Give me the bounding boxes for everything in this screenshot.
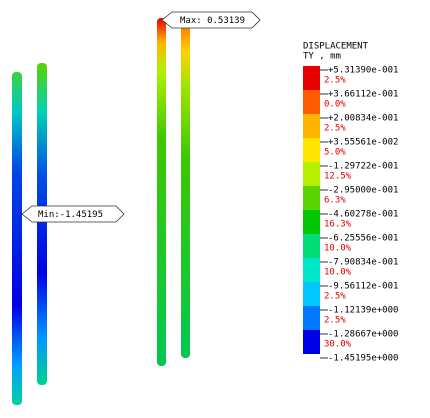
legend-swatch <box>303 210 320 234</box>
legend-level: -1.45195e+000 <box>328 354 398 364</box>
legend-level: -9.56112e-001 <box>328 282 398 292</box>
legend-level: -4.60278e-001 <box>328 210 398 220</box>
legend-percent: 16.3% <box>324 220 352 230</box>
legend-swatch <box>303 306 320 330</box>
result-view: Max: 0.53139 Min:-1.45195 DISPLACEMENT T… <box>0 0 430 418</box>
legend-level: -1.29722e-001 <box>328 162 398 172</box>
legend-swatch <box>303 66 320 90</box>
legend-percent: 2.5% <box>324 76 346 86</box>
legend-level: -2.95000e-001 <box>328 186 398 196</box>
rod <box>181 25 190 358</box>
legend-swatch <box>303 330 320 354</box>
legend-swatch <box>303 234 320 258</box>
legend-percent: 6.3% <box>324 196 346 206</box>
max-label: Max: 0.53139 <box>180 16 245 26</box>
min-callout: Min:-1.45195 <box>22 206 124 222</box>
legend-swatch <box>303 162 320 186</box>
legend-swatch <box>303 90 320 114</box>
legend-subtitle: TY , mm <box>303 52 341 62</box>
legend-level: -7.90834e-001 <box>328 258 398 268</box>
rod <box>157 18 166 366</box>
legend-percent: 10.0% <box>324 268 352 278</box>
legend-percent: 12.5% <box>324 172 352 182</box>
legend-level: +3.55561e-002 <box>328 138 398 148</box>
legend-level: +2.00834e-001 <box>328 114 398 124</box>
legend-percent: 5.0% <box>324 148 346 158</box>
legend-percent: 0.0% <box>324 100 346 110</box>
max-callout: Max: 0.53139 <box>162 12 260 28</box>
rod <box>37 63 47 385</box>
min-label: Min:-1.45195 <box>38 210 103 220</box>
legend-percent: 2.5% <box>324 292 346 302</box>
legend-level: -1.12139e+000 <box>328 306 398 316</box>
legend-percent: 2.5% <box>324 316 346 326</box>
legend-level: +5.31390e-001 <box>328 66 398 76</box>
legend-level: +3.66112e-001 <box>328 90 398 100</box>
legend-swatch <box>303 258 320 282</box>
legend-percent: 10.0% <box>324 244 352 254</box>
legend-swatch <box>303 186 320 210</box>
legend-swatch <box>303 138 320 162</box>
legend: 2.5% 0.0% 2.5% 5.0% 12.5% 6.3% 16.3% 10.0% 10.0%… <box>303 66 398 364</box>
rod <box>12 72 22 405</box>
legend-level: -1.28667e+000 <box>328 330 398 340</box>
legend-swatch <box>303 282 320 306</box>
legend-level: -6.25556e-001 <box>328 234 398 244</box>
legend-swatch <box>303 114 320 138</box>
legend-percent: 2.5% <box>324 124 346 134</box>
legend-percent: 30.0% <box>324 340 352 350</box>
legend-title: DISPLACEMENT <box>303 42 369 52</box>
